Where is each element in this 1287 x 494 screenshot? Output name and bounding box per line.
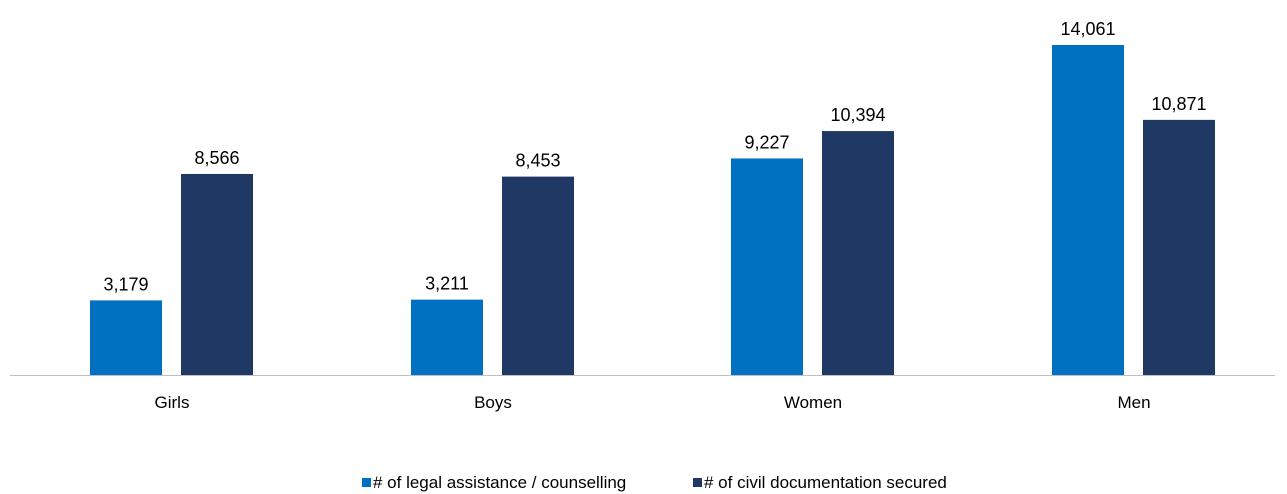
data-label-boys-series-2: 8,453 xyxy=(515,151,560,171)
bar-women-series-2 xyxy=(822,131,894,375)
legend-label-legal-assistance: # of legal assistance / counselling xyxy=(373,473,626,492)
bar-boys-series-2 xyxy=(502,176,574,375)
data-label-women-series-2: 10,394 xyxy=(830,105,885,125)
category-label-women: Women xyxy=(784,393,842,412)
legend-label-civil-documentation: # of civil documentation secured xyxy=(704,473,947,492)
bar-boys-series-1 xyxy=(411,299,483,375)
data-label-girls-series-2: 8,566 xyxy=(194,148,239,168)
bar-girls-series-2 xyxy=(181,173,253,375)
category-label-men: Men xyxy=(1117,393,1150,412)
data-label-boys-series-1: 3,211 xyxy=(425,274,469,294)
legend: # of legal assistance / counselling # of… xyxy=(362,473,947,492)
bars-group xyxy=(90,45,1215,375)
category-labels-group: Girls Boys Women Men xyxy=(155,393,1151,412)
category-label-girls: Girls xyxy=(155,393,190,412)
data-label-girls-series-1: 3,179 xyxy=(103,274,148,294)
category-label-boys: Boys xyxy=(474,393,512,412)
bar-women-series-1 xyxy=(731,158,803,375)
bar-men-series-1 xyxy=(1052,45,1124,375)
data-label-men-series-1: 14,061 xyxy=(1060,19,1115,39)
legend-swatch-legal-assistance xyxy=(362,478,371,487)
bar-men-series-2 xyxy=(1143,119,1215,375)
data-labels-group: 3,179 8,566 3,211 8,453 9,227 10,394 14,061 10,… xyxy=(103,19,1206,294)
data-label-men-series-2: 10,871 xyxy=(1151,94,1206,114)
data-label-women-series-1: 9,227 xyxy=(744,132,789,152)
bar-girls-series-1 xyxy=(90,300,162,375)
legend-swatch-civil-documentation xyxy=(693,478,702,487)
